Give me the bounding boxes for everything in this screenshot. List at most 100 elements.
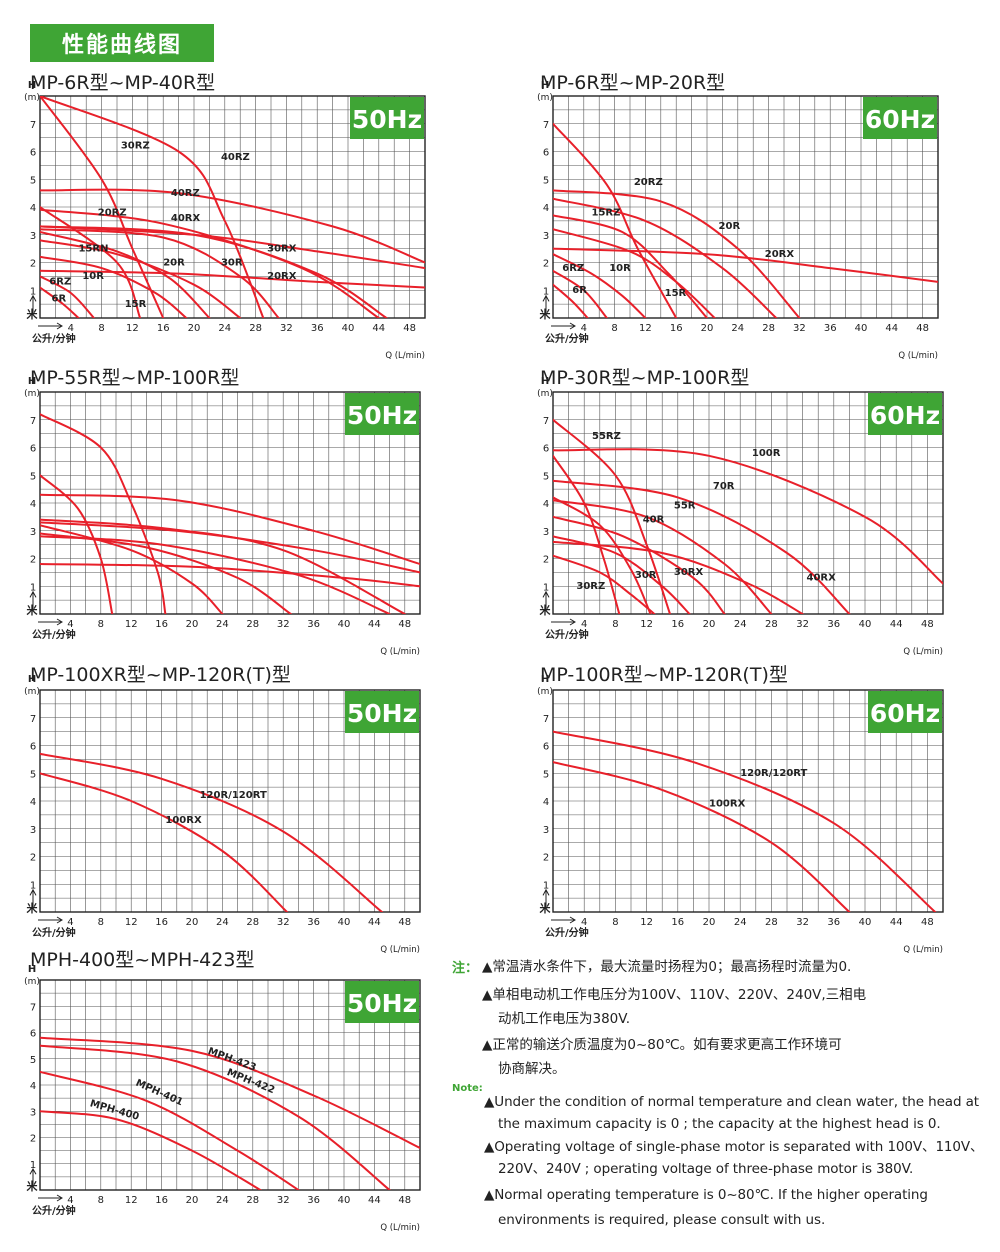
chart-2-x-tick-label: 44 (885, 323, 898, 334)
chart-4-frequency-badge: 60Hz (870, 401, 940, 430)
chart-3-curve-1 (40, 413, 167, 614)
chart-1-x-tick-label: 20 (188, 323, 201, 334)
chart-1-x-arrow-icon (38, 322, 63, 330)
chart-4-y-unit: (m) (537, 389, 553, 399)
chart-4-curve-2 (553, 418, 671, 614)
chart-4-curve-label: 30RZ (576, 581, 605, 592)
chart-2-y-arrow-icon (542, 294, 550, 316)
chart-7-y-tick-label: 7 (30, 1002, 36, 1013)
chart-3-x-tick-label: 44 (368, 619, 381, 630)
chart-6-grid (552, 689, 944, 913)
chart-5-curve-2 (40, 772, 288, 912)
chart-6-curve-2 (553, 761, 851, 912)
chart-4-x-tick-label: 40 (859, 619, 872, 630)
chart-3-x-tick-label: 48 (398, 619, 411, 630)
chart-1-curve-label: 15R (125, 299, 147, 310)
chart-4-curve-6 (553, 499, 773, 614)
chart-1-y-tick-label: 6 (30, 148, 36, 159)
chart-2-y-tick-label: 7 (543, 120, 549, 131)
chart-4-curve-3 (553, 454, 621, 614)
chart-4-curve-label: 55R (674, 501, 696, 512)
chart-5-x-tick-label: 48 (398, 917, 411, 928)
chart-1-x-tick-label: 28 (249, 323, 262, 334)
chart-3-y-label-top: H (28, 376, 36, 387)
chart-1-y-tick-label: 5 (30, 175, 36, 186)
chart-1-curve-5 (40, 188, 425, 264)
chart-3-x-tick-label: 4 (67, 619, 73, 630)
chart-4-curve-label: 40RX (807, 573, 837, 584)
chart-3-curve-7 (40, 535, 391, 614)
chart-4-x-label-right: Q (L/min) (903, 647, 943, 657)
chart-3-badge-bg (345, 393, 419, 435)
chart-2-y-tick-label: 6 (543, 148, 549, 159)
chart-4-grid (552, 391, 944, 615)
chart-4-x-tick-label: 36 (827, 619, 840, 630)
chart-5-x-tick-label: 20 (186, 917, 199, 928)
chart-6-badge-bg (868, 691, 942, 733)
chart-2-x-tick-label: 12 (639, 323, 652, 334)
chart-6-y-unit: (m) (537, 687, 553, 697)
chart-4-y-tick-label: 5 (543, 471, 549, 482)
chart-2-curve-label: 20RZ (634, 177, 663, 188)
chart-2-y-tick-label: 3 (543, 231, 549, 242)
chart-1-curve-label: 40RZ (221, 152, 250, 163)
chart-1-x-tick-label: 40 (342, 323, 355, 334)
chart-5-x-tick-label: 44 (368, 917, 381, 928)
chart-7-grid (39, 979, 421, 1191)
chart-1-x-tick-label: 48 (403, 323, 416, 334)
chart-5-title: MP-100XR型~MP-120R(T)型 (30, 664, 291, 686)
chart-6-series-group (553, 730, 937, 912)
chart-1-curve-label: 20RZ (98, 207, 127, 218)
chart-4-y-label-top: H (541, 376, 549, 387)
notes-cn-tag: 注： (452, 961, 479, 976)
chart-6-x-tick-label: 12 (640, 917, 653, 928)
chart-6-y-tick-label: 7 (543, 714, 549, 725)
chart-2-curve-label: 20RX (765, 249, 795, 260)
chart-3-y-tick-label: 7 (30, 416, 36, 427)
chart-5-x-tick-label: 36 (307, 917, 320, 928)
chart-2-curve-8 (553, 283, 589, 318)
chart-5-y-tick-label: 4 (30, 797, 36, 808)
chart-7-x-tick-label: 8 (98, 1195, 104, 1206)
chart-5-badge-bg (345, 691, 419, 733)
chart-5-y-label-top: H (28, 674, 36, 685)
chart-3-grid (39, 391, 421, 615)
chart-5-x-label-right: Q (L/min) (380, 945, 420, 955)
chart-2-curve-4 (553, 247, 938, 283)
chart-2-x-tick-label: 16 (670, 323, 683, 334)
chart-1-curve-3 (40, 206, 142, 318)
chart-7-curve-4 (40, 1110, 262, 1190)
chart-2-y-tick-label: 1 (543, 286, 549, 297)
chart-3-curve-2 (40, 474, 114, 614)
chart-6-curve-label: 120R/120RT (740, 768, 807, 779)
chart-6-y-label-top: H (541, 674, 549, 685)
chart-1-x-tick-label: 12 (126, 323, 139, 334)
chart-7-y-tick-label: 4 (30, 1081, 36, 1092)
chart-5-y-tick-label: 3 (30, 825, 36, 836)
chart-4-curve-label: 40R (643, 514, 665, 525)
chart-5-x-arrow-icon (38, 916, 63, 924)
chart-6-title: MP-100R型~MP-120R(T)型 (540, 664, 788, 686)
chart-5-x-tick-label: 12 (125, 917, 138, 928)
chart-7-curve-1 (40, 1036, 420, 1149)
chart-2-x-tick-label: 48 (916, 323, 929, 334)
chart-7-x-tick-label: 32 (277, 1195, 290, 1206)
page-header-badge: 性能曲线图 (30, 24, 214, 62)
chart-5-grid (39, 689, 421, 913)
chart-7-x-label-left: 公升/分钟 (32, 1204, 76, 1217)
chart-1-x-label-left: 公升/分钟 (32, 332, 76, 345)
chart-2-x-tick-label: 8 (611, 323, 617, 334)
chart-4-x-tick-label: 28 (765, 619, 778, 630)
chart-1-curve-label: 20RX (267, 271, 297, 282)
chart-5-y-label-bottom: 米 (26, 901, 39, 915)
chart-7-frame (39, 979, 421, 1191)
chart-7-badge-bg (345, 981, 419, 1023)
chart-1-curve-label: 30RZ (121, 141, 150, 152)
chart-4-x-tick-label: 4 (581, 619, 587, 630)
chart-4-curve-label: 30R (635, 570, 657, 581)
notes-en-tag: Note: (452, 1083, 483, 1094)
chart-3-y-tick-label: 6 (30, 444, 36, 455)
chart-1-y-arrow-icon (29, 294, 37, 316)
note-cn-3-line-1: ▲正常的输送介质温度为0~80℃。如有要求更高工作环境可 (482, 1037, 842, 1053)
chart-2-curve-3 (553, 214, 708, 318)
